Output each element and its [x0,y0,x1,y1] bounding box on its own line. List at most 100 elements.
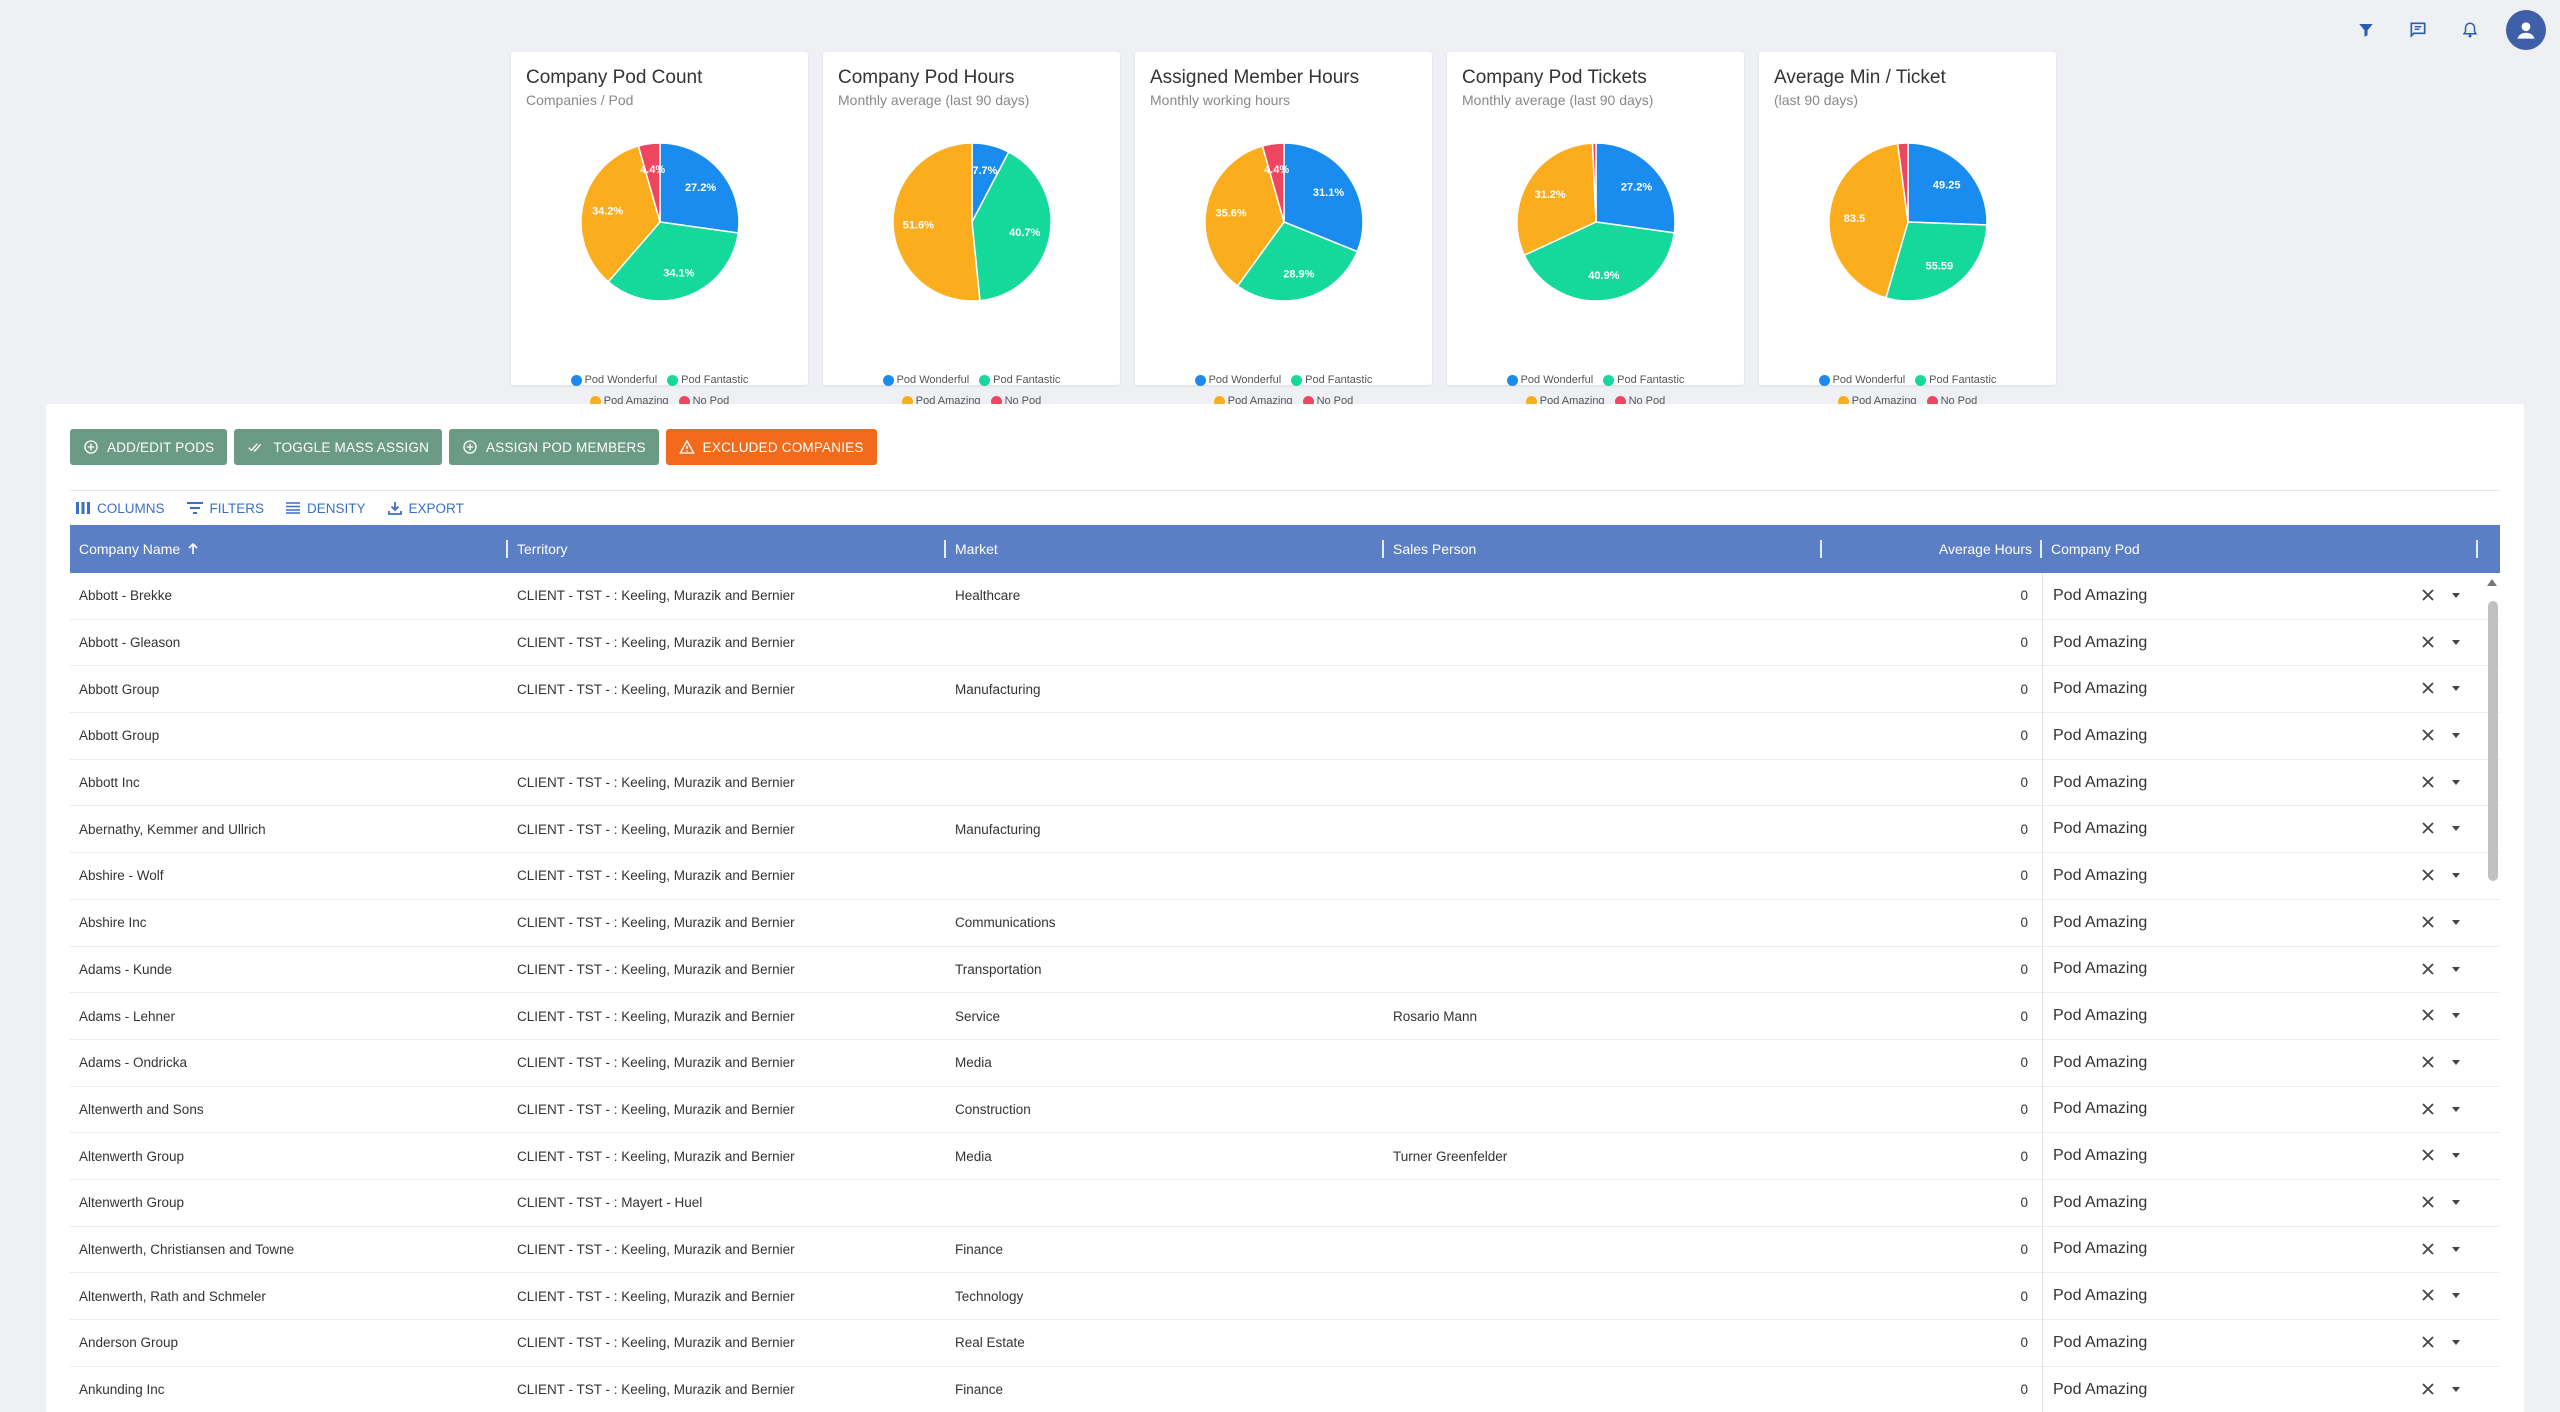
pod-select-value[interactable]: Pod Amazing [2053,1380,2148,1398]
pie-slice[interactable] [1516,142,1597,257]
pod-select-value[interactable]: Pod Amazing [2053,1007,2148,1025]
legend-item[interactable]: Pod Fantastic [1291,374,1372,386]
table-row[interactable]: Abbott Group 0 Pod Amazing [70,713,2500,760]
legend-item[interactable]: Pod Fantastic [1603,374,1684,386]
chevron-down-icon[interactable] [2450,682,2462,694]
sort-ascending-icon[interactable] [186,542,200,556]
pod-select-value[interactable]: Pod Amazing [2053,1100,2148,1118]
pod-select-value[interactable]: Pod Amazing [2053,1287,2148,1305]
clear-icon[interactable] [2420,1381,2436,1397]
column-header-company-pod[interactable]: Company Pod [2042,525,2492,573]
clear-icon[interactable] [2420,1287,2436,1303]
table-row[interactable]: Adams - Ondricka CLIENT - TST - : Keeling… [70,1039,2500,1087]
bell-icon[interactable] [2454,14,2486,46]
chevron-down-icon[interactable] [2450,1383,2462,1395]
chevron-down-icon[interactable] [2450,822,2462,834]
column-header-market[interactable]: Market [946,525,1384,573]
cell-company-pod-select[interactable]: Pod Amazing [2042,713,2492,759]
cell-company-pod-select[interactable]: Pod Amazing [2042,1226,2492,1273]
clear-icon[interactable] [2420,680,2436,696]
toggle-mass-assign-button[interactable]: TOGGLE MASS ASSIGN [234,429,443,465]
cell-company-pod-select[interactable]: Pod Amazing [2042,573,2492,619]
chevron-down-icon[interactable] [2450,589,2462,601]
pod-select-value[interactable]: Pod Amazing [2053,1053,2148,1071]
clear-icon[interactable] [2420,774,2436,790]
legend-item[interactable]: Pod Fantastic [1915,374,1996,386]
pie-slice[interactable] [1896,142,1909,223]
cell-company-pod-select[interactable]: Pod Amazing [2042,1039,2492,1086]
column-separator[interactable] [2476,540,2478,558]
column-header-company[interactable]: Company Name [70,525,508,573]
chevron-down-icon[interactable] [2450,1103,2462,1115]
chevron-down-icon[interactable] [2450,963,2462,975]
filters-button[interactable]: FILTERS [186,501,264,516]
pod-select-value[interactable]: Pod Amazing [2053,1333,2148,1351]
chevron-down-icon[interactable] [2450,1056,2462,1068]
scroll-up-arrow[interactable] [2487,579,2497,586]
export-button[interactable]: EXPORT [387,501,464,516]
table-row[interactable]: Anderson Group CLIENT - TST - : Keeling, … [70,1320,2500,1367]
pie-slice[interactable] [659,142,740,234]
table-row[interactable]: Abshire Inc CLIENT - TST - : Keeling, Mur… [70,899,2500,947]
pod-select-value[interactable]: Pod Amazing [2053,773,2148,791]
cell-company-pod-select[interactable]: Pod Amazing [2042,619,2492,666]
legend-item[interactable]: Pod Wonderful [1194,374,1281,386]
pie-slice[interactable] [1204,145,1285,287]
clear-icon[interactable] [2420,1241,2436,1257]
pie-slice[interactable] [1907,142,1988,226]
scrollbar-thumb[interactable] [2488,601,2498,881]
table-row[interactable]: Abbott Inc CLIENT - TST - : Keeling, Mura… [70,759,2500,807]
clear-icon[interactable] [2420,1007,2436,1023]
table-row[interactable]: Ankunding Inc CLIENT - TST - : Keeling, M… [70,1366,2500,1412]
pod-select-value[interactable]: Pod Amazing [2053,913,2148,931]
pie-slice[interactable] [1236,221,1359,302]
pie-slice[interactable] [1828,142,1909,299]
cell-company-pod-select[interactable]: Pod Amazing [2042,1273,2492,1319]
pie-slice[interactable] [971,151,1052,302]
vertical-scrollbar[interactable] [2484,573,2500,1412]
pie-slice[interactable] [637,142,661,223]
table-row[interactable]: Adams - Lehner CLIENT - TST - : Keeling, … [70,993,2500,1040]
clear-icon[interactable] [2420,867,2436,883]
column-separator[interactable] [1820,540,1822,558]
chevron-down-icon[interactable] [2450,729,2462,741]
pie-slice[interactable] [892,142,981,302]
column-separator[interactable] [944,540,946,558]
pod-select-value[interactable]: Pod Amazing [2053,960,2148,978]
pie-slice[interactable] [607,221,740,302]
table-row[interactable]: Altenwerth and Sons CLIENT - TST - : Keel… [70,1086,2500,1134]
legend-item[interactable]: Pod Wonderful [882,374,969,386]
pod-select-value[interactable]: Pod Amazing [2053,1240,2148,1258]
table-row[interactable]: Altenwerth Group CLIENT - TST - : Keeling… [70,1133,2500,1180]
cell-company-pod-select[interactable]: Pod Amazing [2042,1086,2492,1133]
add-edit-pods-button[interactable]: ADD/EDIT PODS [70,429,228,465]
cell-company-pod-select[interactable]: Pod Amazing [2042,1366,2492,1412]
pod-select-value[interactable]: Pod Amazing [2053,633,2148,651]
cell-company-pod-select[interactable]: Pod Amazing [2042,946,2492,993]
chevron-down-icon[interactable] [2450,776,2462,788]
cell-company-pod-select[interactable]: Pod Amazing [2042,666,2492,713]
chevron-down-icon[interactable] [2450,916,2462,928]
pie-slice[interactable] [1595,142,1676,234]
clear-icon[interactable] [2420,587,2436,603]
clear-icon[interactable] [2420,1194,2436,1210]
table-row[interactable]: Abbott - Gleason CLIENT - TST - : Keeling… [70,619,2500,667]
chat-icon[interactable] [2402,14,2434,46]
chevron-down-icon[interactable] [2450,1009,2462,1021]
assign-pod-members-button[interactable]: ASSIGN POD MEMBERS [449,429,659,465]
legend-item[interactable]: Pod Wonderful [570,374,657,386]
pie-slice[interactable] [1283,142,1364,253]
column-separator[interactable] [1382,540,1384,558]
column-header-sales-person[interactable]: Sales Person [1384,525,1822,573]
pie-slice[interactable] [1523,221,1676,302]
column-header-territory[interactable]: Territory [508,525,946,573]
pod-select-value[interactable]: Pod Amazing [2053,586,2148,604]
column-header-average-hours[interactable]: Average Hours [1822,525,2042,573]
legend-item[interactable]: Pod Wonderful [1818,374,1905,386]
chevron-down-icon[interactable] [2450,869,2462,881]
chevron-down-icon[interactable] [2450,1243,2462,1255]
cell-company-pod-select[interactable]: Pod Amazing [2042,899,2492,946]
clear-icon[interactable] [2420,634,2436,650]
pod-select-value[interactable]: Pod Amazing [2053,866,2148,884]
pod-select-value[interactable]: Pod Amazing [2053,1147,2148,1165]
